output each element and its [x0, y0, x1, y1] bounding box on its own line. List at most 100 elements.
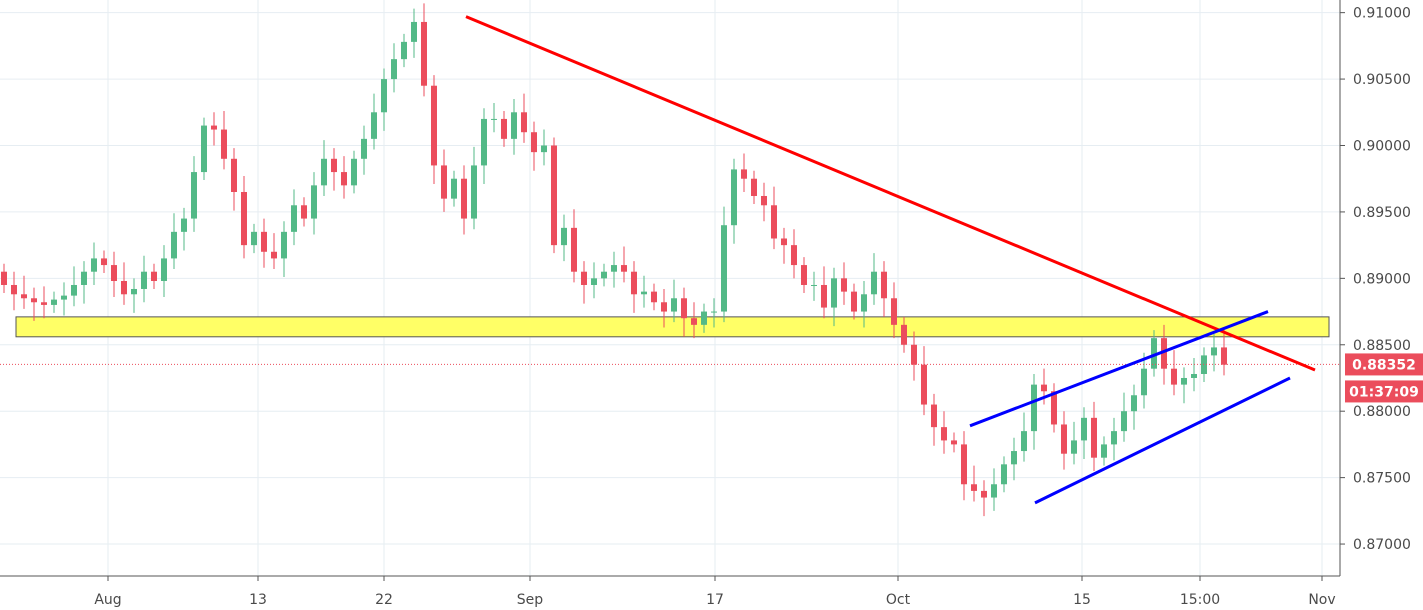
candle-body: [581, 271, 587, 285]
y-tick-label: 0.87500: [1353, 471, 1411, 487]
candle-body: [951, 440, 957, 445]
candle-body: [31, 298, 37, 303]
candle-body: [611, 265, 617, 272]
candle-body: [781, 238, 787, 246]
candle-body: [91, 258, 97, 272]
candle-body: [571, 227, 577, 272]
candle-body: [1111, 431, 1117, 445]
candle-body: [601, 271, 607, 279]
countdown-label: 01:37:09: [1349, 384, 1419, 400]
candle-body: [1151, 338, 1157, 369]
candle-body: [411, 21, 417, 42]
candle-body: [901, 324, 907, 345]
candle-body: [941, 427, 947, 441]
candle-body: [561, 227, 567, 246]
candle-body: [881, 271, 887, 299]
candle-body: [151, 271, 157, 282]
candle-body: [1211, 347, 1217, 356]
candle-body: [281, 231, 287, 259]
candle-body: [701, 311, 707, 325]
candle-body: [541, 145, 547, 153]
candle-body: [251, 231, 257, 246]
current-price-label: 0.88352: [1352, 357, 1416, 373]
candle-body: [111, 265, 117, 282]
x-tick-label: 17: [706, 592, 724, 608]
candle-body: [591, 278, 597, 285]
x-tick-label: 15: [1073, 592, 1091, 608]
candle-body: [1141, 368, 1147, 396]
candle-body: [1011, 451, 1017, 465]
candle-body: [761, 195, 767, 206]
candle-body: [811, 284, 817, 286]
candle-body: [41, 302, 47, 305]
candle-body: [921, 364, 927, 405]
candle-body: [21, 294, 27, 299]
candle-body: [441, 165, 447, 199]
candle-body: [521, 112, 527, 133]
candle-body: [51, 299, 57, 305]
candle-body: [801, 265, 807, 285]
candle-body: [61, 295, 67, 300]
candle-body: [401, 41, 407, 60]
candle-body: [1221, 347, 1227, 365]
candle-body: [1121, 411, 1127, 432]
candlestick-series: [1, 3, 1227, 517]
candle-body: [331, 158, 337, 173]
candle-body: [691, 318, 697, 325]
candle-body: [991, 484, 997, 498]
candle-body: [101, 258, 107, 266]
candle-body: [361, 138, 367, 159]
descending-trendline: [465, 15, 1316, 372]
candle-body: [671, 298, 677, 312]
candle-body: [311, 185, 317, 219]
candle-body: [631, 271, 637, 295]
candle-body: [981, 490, 987, 498]
y-tick-label: 0.90500: [1353, 72, 1411, 88]
candle-body: [1181, 377, 1187, 385]
candle-body: [1161, 338, 1167, 369]
x-tick-label: Sep: [517, 592, 544, 608]
candle-body: [181, 218, 187, 232]
candle-body: [421, 21, 427, 86]
candle-body: [261, 231, 267, 252]
candle-body: [1001, 464, 1007, 485]
candle-body: [11, 284, 17, 295]
candle-body: [741, 169, 747, 179]
candle-body: [1101, 444, 1107, 458]
candle-body: [1131, 395, 1137, 412]
candle-body: [381, 79, 387, 113]
y-tick-label: 0.87000: [1353, 537, 1411, 553]
candle-body: [1021, 431, 1027, 452]
candle-body: [341, 172, 347, 186]
candle-body: [71, 284, 77, 296]
candle-body: [841, 278, 847, 292]
candle-body: [451, 178, 457, 199]
candle-body: [471, 165, 477, 219]
candle-body: [141, 271, 147, 289]
candle-body: [301, 205, 307, 219]
candle-body: [661, 302, 667, 312]
y-tick-label: 0.91000: [1353, 6, 1411, 22]
candle-body: [961, 444, 967, 485]
candle-body: [221, 129, 227, 159]
x-tick-label: Aug: [94, 592, 121, 608]
y-tick-label: 0.90000: [1353, 138, 1411, 154]
candle-body: [971, 484, 977, 491]
drawn-trendlines: [0, 15, 1340, 505]
resistance-zone-rect: [15, 316, 1330, 338]
y-tick-label: 0.89000: [1353, 271, 1411, 287]
candle-body: [821, 284, 827, 308]
candle-body: [651, 291, 657, 303]
channel-upper-line: [969, 310, 1269, 428]
candle-body: [771, 205, 777, 239]
candle-body: [1, 271, 7, 285]
candle-body: [461, 178, 467, 219]
y-tick-label: 0.88500: [1353, 338, 1411, 354]
candle-body: [641, 291, 647, 295]
x-tick-label: Nov: [1308, 592, 1335, 608]
candle-body: [321, 158, 327, 186]
candle-body: [791, 245, 797, 266]
candle-body: [831, 278, 837, 308]
